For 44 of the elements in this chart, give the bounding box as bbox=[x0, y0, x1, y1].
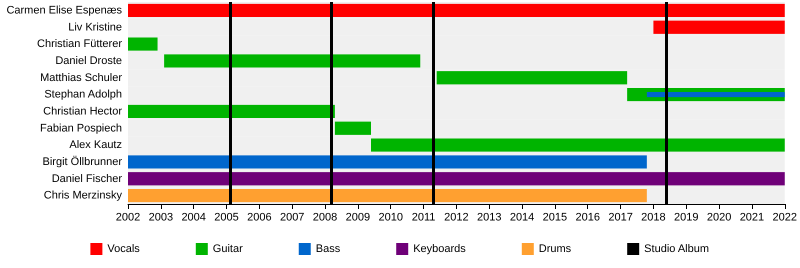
bar bbox=[436, 71, 628, 84]
x-tick-label: 2014 bbox=[510, 212, 534, 224]
legend-label: Studio Album bbox=[644, 243, 710, 255]
y-tick-label: Stephan Adolph bbox=[44, 88, 122, 101]
x-tick-label: 2013 bbox=[476, 212, 502, 224]
x-tick-label: 2003 bbox=[148, 212, 174, 224]
legend-label: Vocals bbox=[107, 243, 140, 255]
x-tick-label: 2011 bbox=[412, 212, 436, 224]
y-tick-label: Christian Hector bbox=[43, 105, 122, 118]
x-tick-label: 2005 bbox=[214, 212, 239, 224]
x-tick-label: 2015 bbox=[542, 212, 568, 224]
x-tick-label: 2012 bbox=[444, 212, 469, 224]
x-tick-label: 2010 bbox=[378, 212, 403, 224]
y-tick-label: Daniel Fischer bbox=[52, 172, 122, 185]
y-tick-label: Christian Fütterer bbox=[37, 38, 122, 50]
bar bbox=[653, 20, 785, 34]
x-tick-label: 2020 bbox=[706, 212, 732, 224]
legend-label: Bass bbox=[316, 243, 341, 255]
bar bbox=[128, 38, 158, 51]
x-tick-label: 2022 bbox=[772, 212, 798, 224]
x-tick-label: 2004 bbox=[181, 212, 206, 224]
x-tick-label: 2008 bbox=[312, 212, 338, 224]
y-tick-label: Chris Merzinsky bbox=[44, 190, 122, 202]
x-tick-label: 2016 bbox=[575, 212, 600, 224]
y-tick-label: Fabian Pospiech bbox=[40, 122, 122, 134]
x-tick-label: 2006 bbox=[247, 212, 272, 224]
x-tick-label: 2019 bbox=[674, 212, 698, 224]
y-tick-label: Liv Kristine bbox=[68, 21, 122, 34]
y-tick-label: Carmen Elise Espenæs bbox=[6, 4, 122, 16]
bar bbox=[128, 104, 335, 118]
x-tick-label: 2002 bbox=[116, 212, 140, 224]
legend-label: Drums bbox=[538, 243, 572, 255]
bar bbox=[334, 122, 372, 135]
x-tick-label: 2018 bbox=[641, 212, 666, 224]
y-tick-label: Alex Kautz bbox=[69, 139, 122, 152]
legend-label: Guitar bbox=[212, 243, 244, 255]
x-tick-label: 2009 bbox=[346, 212, 370, 224]
y-tick-label: Daniel Droste bbox=[55, 54, 122, 67]
y-tick-label: Birgit Öllbrunner bbox=[42, 154, 122, 168]
legend-label: Keyboards bbox=[413, 243, 466, 255]
x-tick-label: 2021 bbox=[740, 212, 764, 224]
x-tick-label: 2017 bbox=[608, 212, 633, 224]
x-tick-label: 2007 bbox=[280, 212, 304, 224]
y-tick-label: Matthias Schuler bbox=[40, 72, 122, 84]
